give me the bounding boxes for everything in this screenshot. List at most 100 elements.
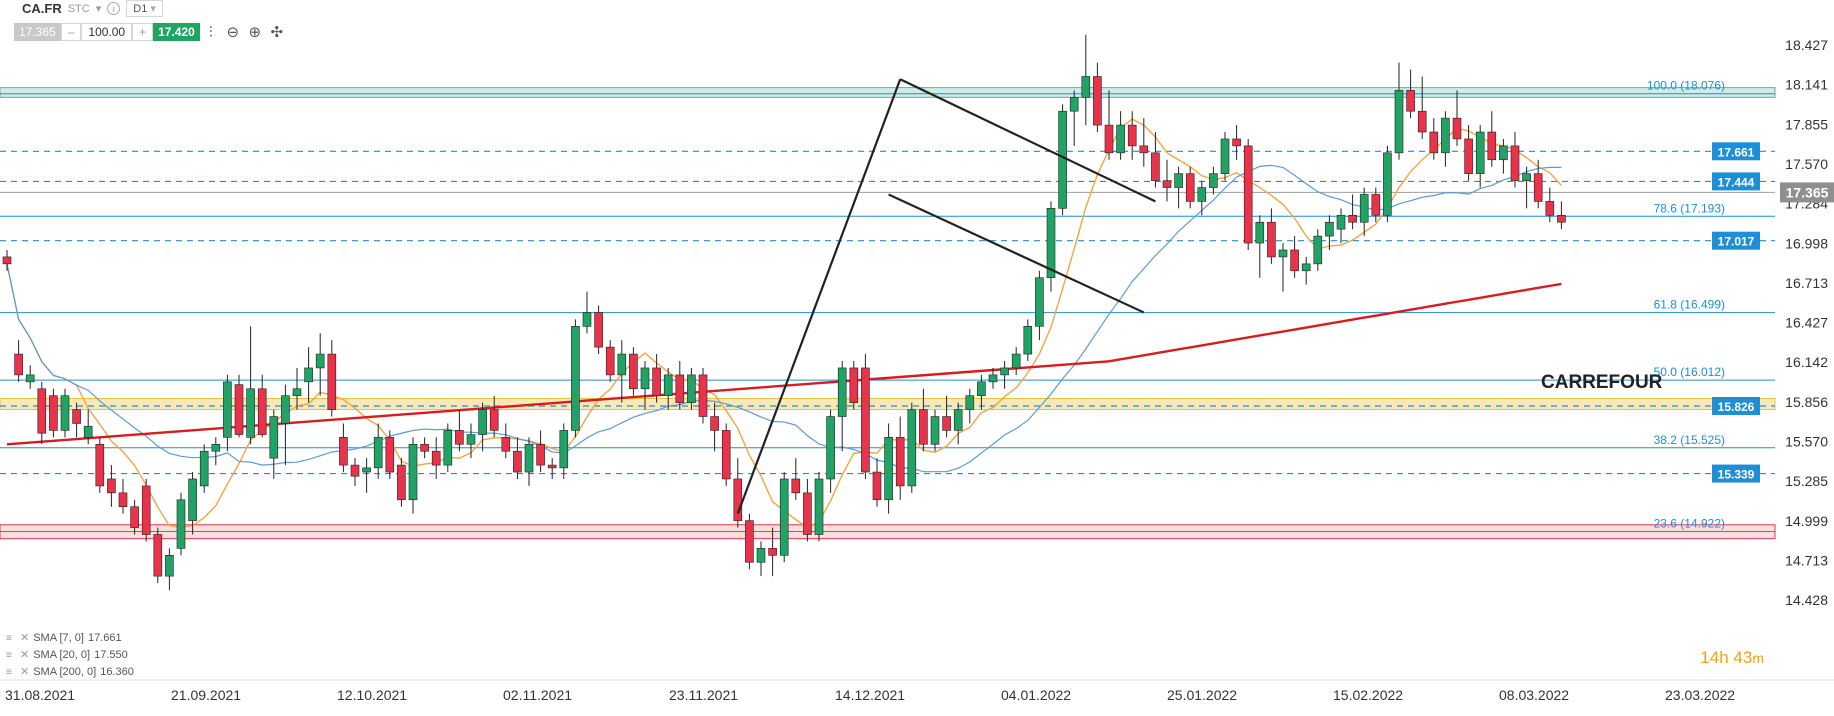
candle-body <box>1522 173 1531 181</box>
candle-body <box>733 478 743 521</box>
candle-body <box>1301 263 1311 272</box>
y-tick-label: 18.141 <box>1785 77 1828 93</box>
indicators-icon[interactable]: ⫶ <box>208 23 213 41</box>
candle-body <box>965 395 975 410</box>
candle-body <box>513 450 522 473</box>
quantity-input[interactable]: 100.00 <box>81 23 133 41</box>
candle-body <box>1371 194 1381 216</box>
close-icon[interactable]: ✕ <box>20 632 30 644</box>
candle-body <box>895 437 905 487</box>
candle-body <box>1209 173 1218 188</box>
candle-body <box>269 416 279 459</box>
candle-body <box>1406 90 1415 112</box>
interval-select[interactable]: D1 ▾ <box>126 0 163 17</box>
instrument-type: STC <box>67 2 90 15</box>
candle-body <box>698 374 708 417</box>
candle-body <box>1290 249 1299 272</box>
x-tick-label: 02.11.2021 <box>503 687 572 703</box>
candle-body <box>176 499 186 549</box>
timer-hours: 14h <box>1700 648 1729 667</box>
candle-body <box>1093 76 1102 126</box>
y-tick-label: 16.427 <box>1785 315 1828 331</box>
candle-body <box>2 256 12 265</box>
candle-body <box>617 353 627 376</box>
candle-body <box>408 443 418 501</box>
bid-price[interactable]: 17.365 <box>14 23 61 41</box>
close-icon[interactable]: ✕ <box>20 649 30 661</box>
quantity-minus-button[interactable]: – <box>60 23 82 41</box>
candle-body <box>907 409 917 487</box>
last-price-badge <box>1780 182 1834 203</box>
candle-body <box>1162 180 1172 188</box>
fib-label: 61.8 (16.499) <box>1654 298 1725 312</box>
legend-sma20[interactable]: ≡ ✕ SMA [20, 0] 17.550 <box>6 648 128 662</box>
crosshair-icon[interactable]: ✣ <box>270 24 284 41</box>
candle-body <box>791 478 801 494</box>
fib-label: 100.0 (18.076) <box>1647 79 1725 93</box>
candle-body <box>1232 138 1241 147</box>
fib-label: 38.2 (15.525) <box>1654 433 1725 447</box>
chevron-down-icon[interactable]: ▾ <box>95 3 102 15</box>
candle-body <box>14 353 23 376</box>
candle-body <box>1278 249 1288 258</box>
candle-body <box>246 388 255 438</box>
candle-body <box>977 381 986 397</box>
ask-price[interactable]: 17.420 <box>153 23 200 41</box>
candle-body <box>118 492 128 508</box>
candle-body <box>141 485 151 535</box>
candle-body <box>60 395 70 431</box>
candle-body <box>629 353 638 390</box>
x-tick-label: 04.01.2022 <box>1001 687 1071 703</box>
candle-body <box>25 374 35 383</box>
candle-body <box>594 312 603 348</box>
level-tag-label: 17.017 <box>1718 235 1755 249</box>
brand-label: CARREFOUR <box>1541 372 1663 393</box>
level-tag <box>1712 464 1760 483</box>
candle-body <box>675 374 685 403</box>
candle-body <box>315 353 325 369</box>
candle-body <box>1499 145 1508 161</box>
zoom-out-icon[interactable]: ⊖ <box>226 24 240 41</box>
fib-label: 50.0 (16.012) <box>1654 365 1725 379</box>
candle-body <box>362 467 371 473</box>
candle-body <box>1441 117 1450 154</box>
legend-sma200[interactable]: ≡ ✕ SMA [200, 0] 16.360 <box>6 665 134 679</box>
info-icon[interactable]: i <box>107 2 121 15</box>
close-icon[interactable]: ✕ <box>20 666 30 678</box>
candle-body <box>652 367 661 397</box>
candle-body <box>1104 124 1114 154</box>
candle-body <box>1255 221 1265 244</box>
x-tick-label: 25.01.2022 <box>1167 687 1237 703</box>
zone-yellow-band <box>0 397 1776 411</box>
candle-body <box>153 534 163 577</box>
candle-body <box>814 478 824 535</box>
candle-body <box>199 450 209 487</box>
candle-body <box>1116 124 1125 154</box>
trade-bar: 17.365 – 100.00 + 17.420 ⫶ ⊖ ⊕ ✣ <box>14 21 288 43</box>
y-tick-label: 14.428 <box>1785 592 1828 608</box>
candle-body <box>1336 214 1346 230</box>
zoom-in-icon[interactable]: ⊕ <box>248 24 262 41</box>
symbol-label[interactable]: CA.FR <box>22 1 62 16</box>
candle-body <box>768 548 777 556</box>
x-tick-label: 31.08.2021 <box>5 687 75 703</box>
level-tag <box>1712 396 1760 415</box>
candle-body <box>710 416 719 431</box>
candle-body <box>1417 110 1427 133</box>
candle-body <box>165 555 174 577</box>
candle-body <box>431 450 441 466</box>
bars-icon: ≡ <box>6 632 12 644</box>
candle-body <box>803 492 812 535</box>
candle-body <box>605 346 615 376</box>
legend-sma7[interactable]: ≡ ✕ SMA [7, 0] 17.661 <box>6 631 122 645</box>
quantity-plus-button[interactable]: + <box>132 23 154 41</box>
y-tick-label: 17.855 <box>1785 116 1828 132</box>
candle-body <box>234 384 244 435</box>
candle-body <box>988 374 998 383</box>
candle-body <box>1394 90 1404 154</box>
x-tick-label: 23.11.2021 <box>669 687 738 703</box>
candle-body <box>339 437 348 466</box>
candle-body <box>304 367 313 383</box>
y-tick-label: 16.713 <box>1785 275 1828 291</box>
